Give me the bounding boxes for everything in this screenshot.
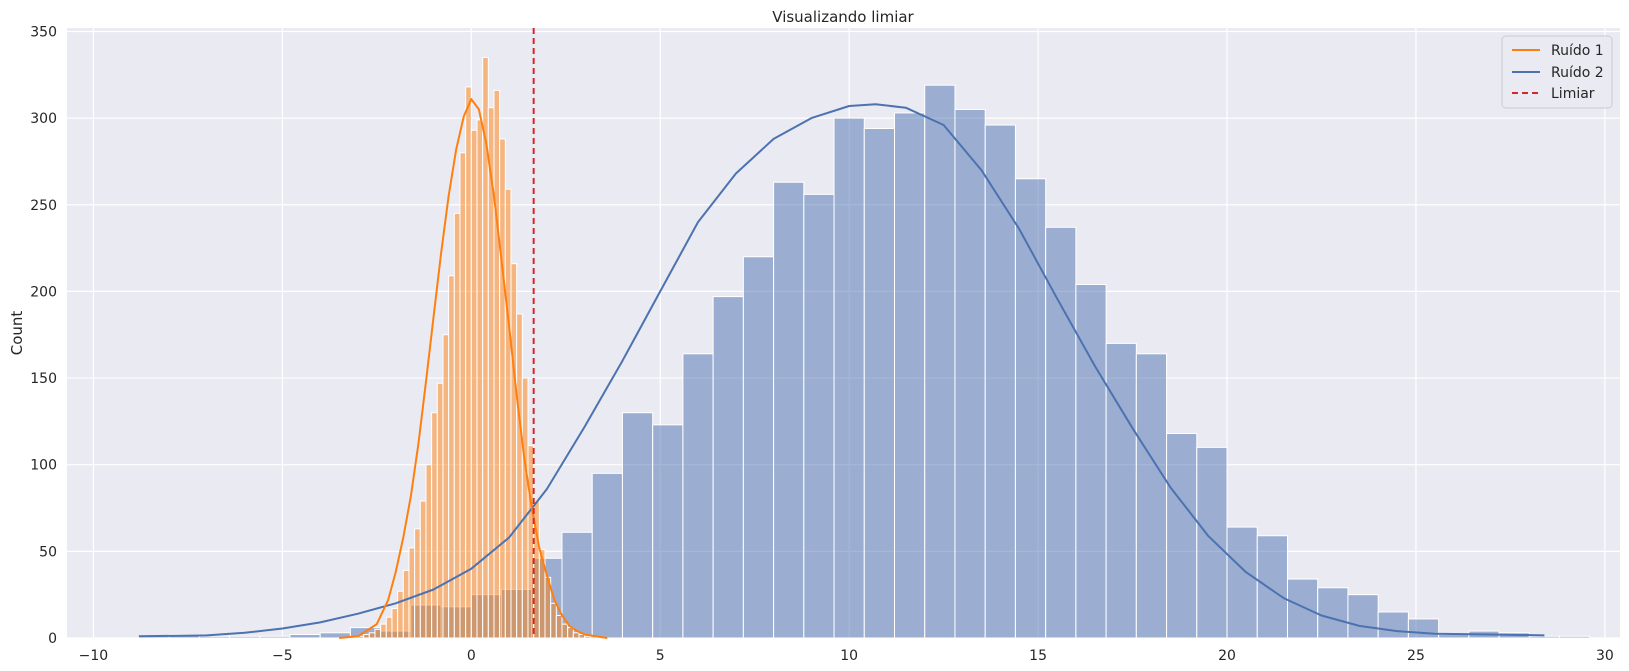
x-tick-label: 20 (1218, 648, 1236, 664)
histogram-bar (742, 256, 775, 639)
histogram-ruido-2 (138, 84, 1591, 639)
x-tick-label: 25 (1407, 648, 1425, 664)
histogram-bar (591, 472, 623, 639)
histogram-bar (863, 128, 896, 639)
histogram-bar (521, 377, 529, 639)
histogram-bar (465, 86, 472, 639)
histogram-bar (803, 193, 835, 639)
histogram-bar (510, 263, 518, 639)
histogram-bar (1286, 578, 1319, 639)
histogram-bar (516, 313, 523, 639)
y-axis-ticks: 0 50 100 150 200 250 300 350 (30, 24, 57, 647)
histogram-bar (1135, 353, 1168, 639)
histogram-bar (425, 464, 433, 639)
histogram-bar (894, 112, 926, 639)
y-tick-label: 150 (30, 371, 57, 387)
histogram-bar (1347, 594, 1379, 639)
histogram-bar (712, 296, 744, 639)
y-tick-label: 50 (39, 544, 57, 560)
histogram-bar (1226, 526, 1258, 639)
x-tick-label: −10 (79, 648, 109, 664)
histogram-bar (567, 627, 574, 639)
histogram-bar (380, 623, 387, 639)
histogram-bar (1105, 342, 1137, 639)
legend-label-limiar: Limiar (1551, 86, 1595, 102)
histogram-bar (289, 634, 321, 639)
histogram-bar (833, 117, 865, 639)
histogram-bar (1196, 446, 1228, 639)
legend-label-ruido-2: Ruído 2 (1551, 65, 1604, 81)
y-tick-label: 350 (30, 24, 57, 40)
histogram-bar (419, 500, 427, 639)
histogram-bar (402, 569, 410, 639)
histogram-bar (584, 635, 591, 639)
histogram-bar (621, 412, 654, 639)
histogram-bar (652, 424, 684, 639)
y-tick-label: 300 (30, 111, 57, 127)
x-tick-label: 5 (656, 648, 665, 664)
kde-lines (138, 98, 1545, 639)
histogram-bar (442, 334, 450, 639)
histogram-bar (1045, 226, 1077, 639)
y-tick-label: 100 (30, 458, 57, 474)
histogram-bar (1377, 611, 1409, 639)
histogram-bar (1166, 433, 1198, 639)
histogram-bar (954, 108, 986, 639)
histogram-bar (1559, 635, 1591, 639)
kde-line-ruido-1 (339, 98, 608, 639)
histogram-bar (259, 635, 291, 639)
histogram-bar (499, 138, 506, 639)
legend-label-ruido-1: Ruído 1 (1551, 43, 1604, 59)
x-tick-label: 15 (1029, 648, 1047, 664)
x-tick-label: 10 (840, 648, 858, 664)
x-axis-ticks: −10 −5 0 5 10 15 20 25 30 (79, 648, 1614, 664)
histogram-bar (431, 412, 438, 639)
histogram-bar (504, 188, 512, 639)
legend-box (1501, 35, 1613, 109)
kde-line-ruido-2 (138, 103, 1545, 638)
histogram-bar (682, 353, 714, 639)
y-tick-label: 250 (30, 198, 57, 214)
histogram-bar (1528, 635, 1561, 639)
histogram-bar (550, 602, 557, 639)
x-tick-label: 0 (467, 648, 476, 664)
histogram-bar (1317, 587, 1349, 639)
histogram-bar (1256, 535, 1288, 639)
histogram-bar (414, 528, 421, 639)
histogram-bar (773, 181, 805, 639)
histogram-bar (1014, 178, 1047, 639)
histogram-bar (436, 382, 444, 639)
histogram-bar (448, 275, 455, 639)
chart-title: Visualizando limiar (772, 8, 914, 26)
histogram-bar (385, 616, 393, 639)
histogram-bar (459, 152, 467, 639)
histogram-bar (363, 634, 370, 639)
histogram-bar (561, 623, 569, 639)
histogram-ruido-1 (357, 56, 597, 639)
x-tick-label: 30 (1596, 648, 1614, 664)
y-tick-label: 200 (30, 284, 57, 300)
legend: Ruído 1 Ruído 2 Limiar (1501, 35, 1613, 109)
histogram-bar (1075, 283, 1107, 639)
y-axis-label: Count (8, 311, 26, 356)
histogram-bar (493, 89, 501, 639)
histogram-bar (374, 628, 382, 639)
x-tick-label: −5 (272, 648, 293, 664)
histogram-bar (470, 129, 478, 639)
histogram-bar (924, 84, 956, 639)
histogram-bar (408, 547, 416, 639)
histogram-bar (228, 635, 261, 639)
histogram-bar (572, 632, 580, 639)
histogram-bar (198, 635, 230, 639)
histogram-bar (555, 614, 563, 639)
histogram-bar (368, 632, 376, 639)
histogram-bar (391, 608, 399, 639)
y-tick-label: 0 (48, 631, 57, 647)
histogram-bar (1407, 618, 1440, 639)
histogram-bar (984, 124, 1016, 639)
histogram-bar (397, 590, 404, 639)
